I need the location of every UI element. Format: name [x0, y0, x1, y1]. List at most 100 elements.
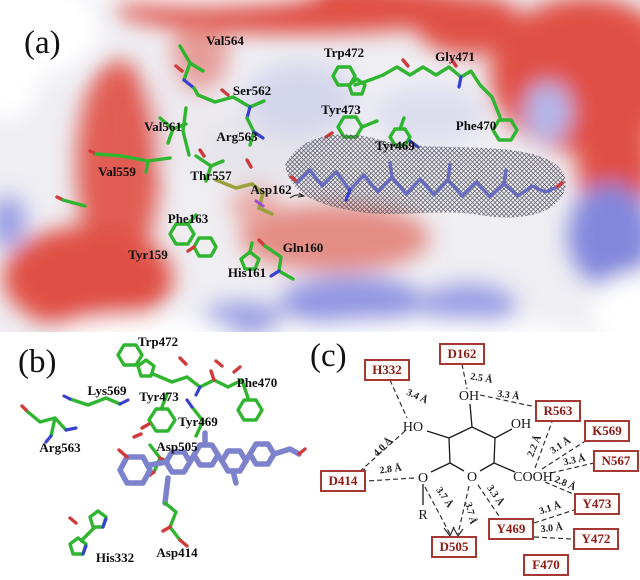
- sticks-tyr473-b: [132, 392, 177, 439]
- panel-a: (a) Val564 Trp472 Gly471 Ser562 Tyr473 V…: [0, 0, 640, 332]
- residue-box-label: Y472: [582, 531, 611, 546]
- bond-segment: [190, 405, 205, 438]
- residue-box-n567: N567: [593, 450, 639, 472]
- residue-label: Val561: [144, 119, 182, 134]
- bond-segment: [360, 119, 379, 129]
- residue-label: Asp505: [156, 439, 198, 454]
- residue-box-label: F470: [532, 557, 559, 572]
- sticks-val561: [158, 106, 191, 157]
- sticks-his161: [239, 241, 261, 271]
- sticks-his332-b: [68, 509, 108, 556]
- oxygen-tip: [220, 88, 230, 97]
- nitrogen-tip: [62, 394, 130, 406]
- bond-segment: [490, 95, 502, 119]
- atom-label-o-ring: O: [467, 470, 477, 485]
- imidazole-ring: [88, 509, 108, 529]
- bond-segment: [186, 213, 198, 226]
- sticks-tyr159: [186, 236, 218, 258]
- residue-label: His332: [96, 550, 134, 565]
- residue-box: [573, 528, 619, 550]
- phosphate-tip: [254, 199, 265, 208]
- bond-segment: [181, 106, 191, 157]
- nitrogen-tip: [44, 426, 78, 444]
- residue-label: Ser562: [233, 83, 271, 98]
- boxed-residues: H332 D162 R563 K569 N567 D414: [320, 343, 639, 576]
- residue-label: Gln160: [283, 240, 323, 255]
- sticks-gly471-backbone: [381, 58, 494, 99]
- residue-box-label: D162: [448, 346, 477, 361]
- nitrogen-tip: [194, 385, 202, 397]
- hbond-cooh-n567: [550, 462, 595, 474]
- bond-segment: [68, 396, 122, 407]
- distance-label: 3.3 Å: [562, 452, 587, 469]
- atom-labels: OH OH HO O O COOH R: [403, 389, 553, 523]
- atom-label-o-glycosidic: O: [418, 471, 428, 486]
- nitrogen-tip: [182, 78, 196, 90]
- residue-box: [320, 470, 366, 492]
- sticks-trp472-a: [331, 65, 385, 96]
- residue-label: Phe470: [237, 375, 277, 390]
- residue-label: Lys569: [87, 383, 127, 398]
- residue-box-y469: Y469: [488, 518, 534, 540]
- residue-box: [584, 420, 630, 442]
- hbond-h332-ho: [389, 379, 408, 419]
- residue-box: [574, 493, 620, 515]
- sticks-backbone-b: [151, 359, 250, 400]
- sticks-trp472-b: [116, 343, 188, 378]
- bond-segment: [160, 392, 169, 409]
- distance-label: 3.1 Å: [548, 434, 574, 457]
- bond-segment: [151, 372, 250, 400]
- indole-hexagon: [116, 343, 144, 367]
- oxygen-tip: [117, 447, 307, 459]
- indole-pentagon: [136, 358, 156, 378]
- oxygen-tip: [132, 422, 151, 439]
- distance-label: 3.4 Å: [405, 386, 431, 407]
- residue-label: Asp414: [156, 545, 198, 560]
- bond-segment: [263, 244, 295, 281]
- nitrogen-tip: [457, 75, 463, 89]
- bond-segment: [163, 501, 182, 542]
- residue-label: Tyr473: [321, 102, 361, 117]
- residue-label: Tyr469: [375, 138, 415, 153]
- distance-label: 3.7 Å: [433, 485, 456, 511]
- bond-segment: [381, 65, 494, 99]
- hbond-cooh-k569: [541, 439, 588, 470]
- residue-box: [431, 536, 477, 558]
- distance-label: 2.2 Å: [524, 433, 544, 459]
- sticks-arg563-b: [20, 404, 78, 444]
- atom-label-cooh: COOH: [513, 470, 553, 485]
- hbond-ho-d414: [356, 430, 406, 475]
- indole-hexagon: [331, 65, 357, 87]
- residue-label: Phe470: [456, 118, 496, 133]
- oxygen-tip: [161, 525, 189, 548]
- residue-label: Trp472: [324, 45, 364, 60]
- hbond-cooh-r563: [534, 421, 553, 469]
- residue-label: Tyr159: [128, 247, 168, 262]
- hbond-ringo-y469: [477, 484, 502, 520]
- sticks-lys569-b: [62, 394, 130, 407]
- residue-box: [364, 359, 410, 381]
- residue-label: Arg563: [39, 440, 81, 455]
- bond-segment: [353, 73, 385, 87]
- oxygen-tip: [401, 58, 458, 68]
- oxygen-tip: [174, 64, 184, 73]
- atom-label-r: R: [418, 508, 428, 523]
- distance-label: 3.3 Å: [497, 388, 521, 403]
- residue-box-d414: D414: [320, 470, 366, 492]
- atom-label-ho: HO: [403, 420, 423, 435]
- sticks-asp162-olive: [214, 158, 274, 216]
- residue-label: Tyr473: [139, 389, 179, 404]
- residue-box-d162: D162: [439, 343, 485, 365]
- sticks-phe470-a: [490, 95, 519, 142]
- residue-label: Asp162: [250, 182, 291, 197]
- nitrogen-tip: [269, 269, 281, 278]
- sticks-tyr469-b: [185, 398, 205, 438]
- sticks-val559: [55, 149, 172, 208]
- nitrogen-tip: [344, 188, 352, 202]
- residue-label: Tyr469: [178, 414, 218, 429]
- residue-box-label: R563: [544, 403, 573, 418]
- hbond-o-d414: [366, 477, 415, 482]
- distance-label: 3.7 Å: [462, 501, 479, 526]
- arrowhead-d505-2: [452, 526, 464, 538]
- distance-label: 3.3 Å: [484, 483, 507, 509]
